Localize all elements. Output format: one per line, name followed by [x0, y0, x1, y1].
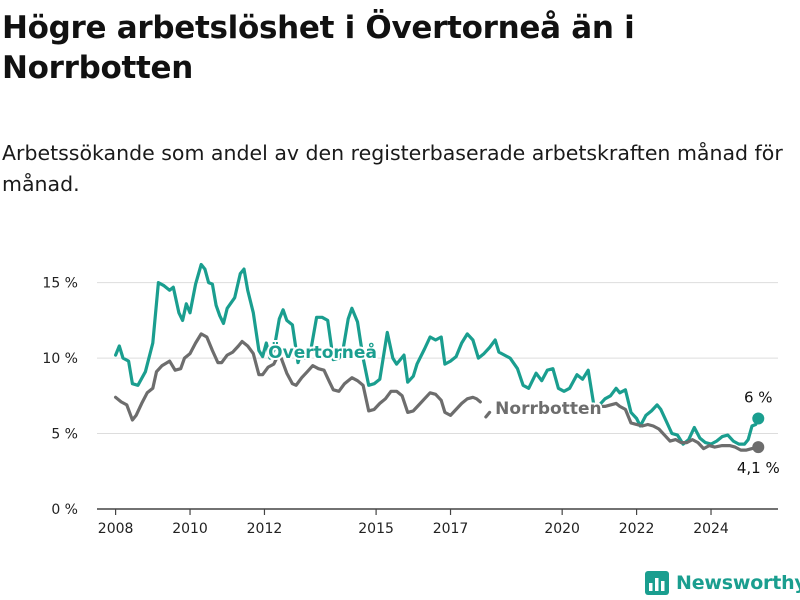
y-tick-label: 0 % — [51, 502, 78, 518]
y-tick-label: 15 % — [42, 276, 78, 292]
line-chart: 0 % 5 % 10 % 15 % 2008 2010 2012 2015 2017 2020 20… — [42, 262, 780, 537]
chart-title: Högre arbetslöshet i Övertorneå än i Nor… — [2, 10, 635, 86]
series-line-norrbotten — [114, 332, 760, 452]
axes: 0 % 5 % 10 % 15 % 2008 2010 2012 2015 2017 2020 20… — [42, 276, 778, 537]
series-labels: Övertorneå Norrbotten 6 % 4,1 % — [266, 339, 780, 477]
end-point-norrbotten — [752, 441, 765, 454]
series-name-label-overtornea: Övertorneå — [268, 341, 377, 363]
x-tick-label: 2008 — [98, 521, 134, 537]
end-point-overtornea — [752, 412, 765, 425]
y-tick-label: 10 % — [42, 351, 78, 367]
x-tick-label: 2017 — [433, 521, 469, 537]
series-lines — [114, 262, 765, 454]
x-tick-label: 2015 — [358, 521, 394, 537]
end-value-label-overtornea: 6 % — [744, 388, 773, 406]
newsworthy-logo: Newsworthy — [645, 568, 800, 598]
chart-subtitle: Arbetssökande som andel av den registerb… — [2, 141, 783, 196]
series-name-label-norrbotten: Norrbotten — [495, 399, 601, 419]
bar-chart-logo-icon — [645, 571, 669, 595]
x-tick-label: 2022 — [619, 521, 655, 537]
x-tick-label: 2020 — [544, 521, 580, 537]
series-line-overtornea — [114, 262, 760, 446]
x-tick-label: 2012 — [247, 521, 283, 537]
end-value-label-norrbotten: 4,1 % — [737, 459, 780, 477]
x-tick-label: 2010 — [172, 521, 208, 537]
x-tick-label: 2024 — [693, 521, 729, 537]
gridlines — [97, 282, 778, 435]
y-tick-label: 5 % — [51, 427, 78, 443]
logo-text: Newsworthy — [676, 572, 800, 594]
